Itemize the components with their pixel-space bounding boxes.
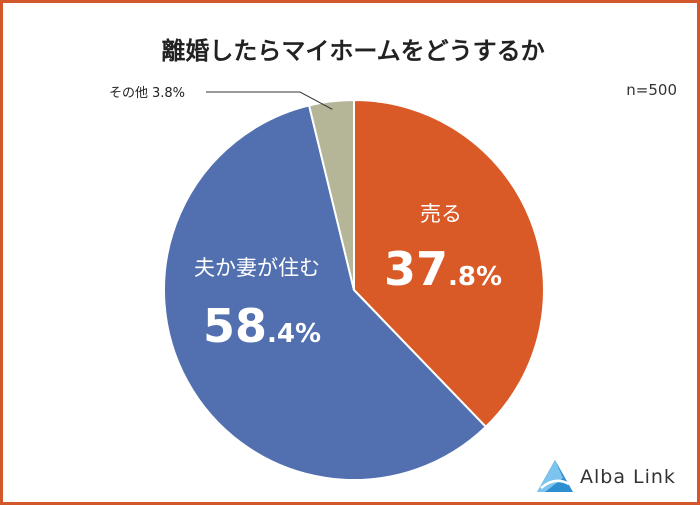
slice-value-live: 58.4% [203,299,321,353]
slice-label-sell: 売る [420,202,462,226]
slice-label-live: 夫か妻が住む [194,256,320,280]
slice-value-other: 3.8% [152,86,185,101]
brand-logo-icon [537,460,573,492]
brand-logo: Alba Link [535,458,695,498]
slice-value-sell: 37.8% [384,242,502,296]
slice-label-other: その他 [109,86,148,101]
pie-slice [353,98,545,429]
other-leader-line [206,91,333,110]
pie-slice [307,98,355,291]
chart-title: 離婚したらマイホームをどうするか [161,37,545,65]
pie-slice [163,104,488,481]
sample-size-label: n=500 [626,81,677,99]
brand-name: Alba Link [580,466,676,488]
